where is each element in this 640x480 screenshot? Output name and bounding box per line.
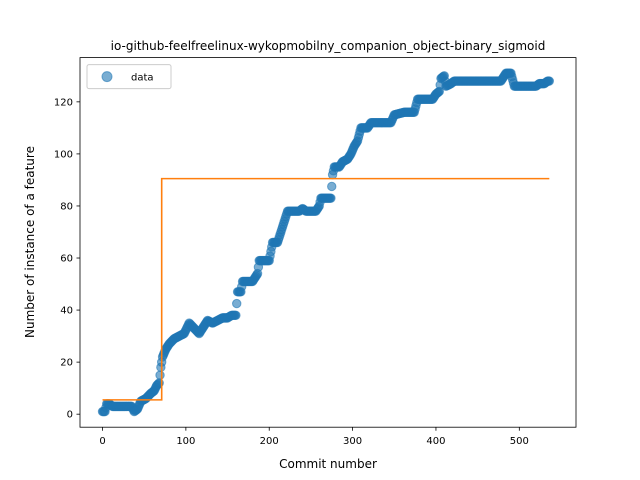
y-tick-label: 60 — [60, 254, 73, 265]
y-tick-label: 80 — [60, 201, 73, 212]
y-tick-label: 100 — [54, 149, 73, 160]
x-tick-label: 0 — [99, 436, 105, 447]
fit-line — [102, 177, 550, 401]
plot-frame — [79, 57, 577, 428]
legend-label-data: data — [131, 72, 154, 83]
x-tick-label: 200 — [260, 436, 279, 447]
y-tick-label: 120 — [54, 97, 73, 108]
x-tick-label: 300 — [343, 436, 362, 447]
y-tick-label: 40 — [60, 306, 73, 317]
chart-title: io-github-feelfreelinux-wykopmobilny_com… — [111, 39, 546, 53]
data-point — [155, 370, 165, 380]
x-tick-label: 400 — [426, 436, 445, 447]
legend-box — [86, 64, 172, 90]
x-axis: 0 100 200 300 400 500 — [99, 427, 529, 447]
legend-marker-data — [101, 71, 113, 83]
data-point — [231, 310, 241, 320]
y-axis: 0 20 40 60 80 100 120 — [54, 97, 80, 421]
y-tick-label: 20 — [60, 358, 73, 369]
x-tick-label: 500 — [510, 436, 529, 447]
plot-area — [97, 68, 555, 417]
data-point — [327, 181, 337, 192]
y-axis-label: Number of instance of a feature — [23, 146, 37, 338]
y-tick-label: 0 — [67, 410, 73, 421]
x-axis-label: Commit number — [279, 457, 377, 471]
data-point — [544, 76, 555, 86]
x-tick-label: 100 — [176, 436, 195, 447]
legend: data — [86, 64, 172, 90]
data-point — [232, 298, 242, 309]
data-point — [326, 193, 336, 203]
